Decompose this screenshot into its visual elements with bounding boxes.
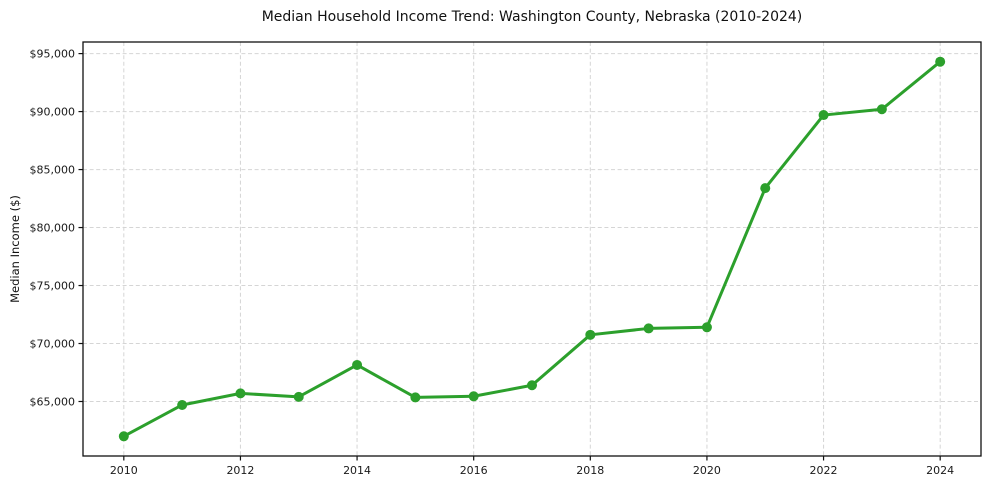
y-tick-label: $75,000 (30, 279, 76, 292)
data-point-2015 (410, 392, 421, 403)
data-point-2016 (468, 391, 479, 402)
plot-border (82, 41, 982, 457)
x-tick-label: 2010 (110, 464, 138, 477)
trend-line (122, 60, 942, 438)
data-point-2012 (235, 388, 246, 399)
data-point-2013 (293, 391, 304, 402)
data-point-2010 (118, 431, 129, 442)
y-tick-label: $90,000 (30, 105, 76, 118)
x-tick-label: 2022 (810, 464, 838, 477)
data-point-2017 (527, 380, 537, 391)
data-point-2023 (876, 104, 887, 115)
x-tick-label: 2014 (343, 464, 371, 477)
data-point-2018 (585, 329, 596, 340)
x-tick-label: 2024 (926, 464, 954, 477)
data-point-2021 (760, 183, 771, 194)
chart-title: Median Household Income Trend: Washingto… (261, 9, 803, 25)
data-point-2024 (935, 56, 946, 67)
x-tick-label: 2018 (576, 464, 604, 477)
y-tick-label: $70,000 (30, 337, 76, 350)
y-tick-label: $85,000 (30, 163, 76, 176)
data-point-2019 (643, 323, 654, 334)
data-point-2022 (818, 110, 829, 121)
x-tick-label: 2020 (693, 464, 721, 477)
y-tick-label: $65,000 (30, 395, 76, 408)
y-tick-label: $80,000 (30, 221, 76, 234)
data-point-2020 (701, 322, 712, 333)
y-tick-label: $95,000 (30, 47, 76, 60)
x-tick-label: 2012 (226, 464, 254, 477)
data-point-2011 (177, 399, 188, 410)
x-tick-label: 2016 (460, 464, 488, 477)
data-point-2014 (352, 359, 363, 370)
